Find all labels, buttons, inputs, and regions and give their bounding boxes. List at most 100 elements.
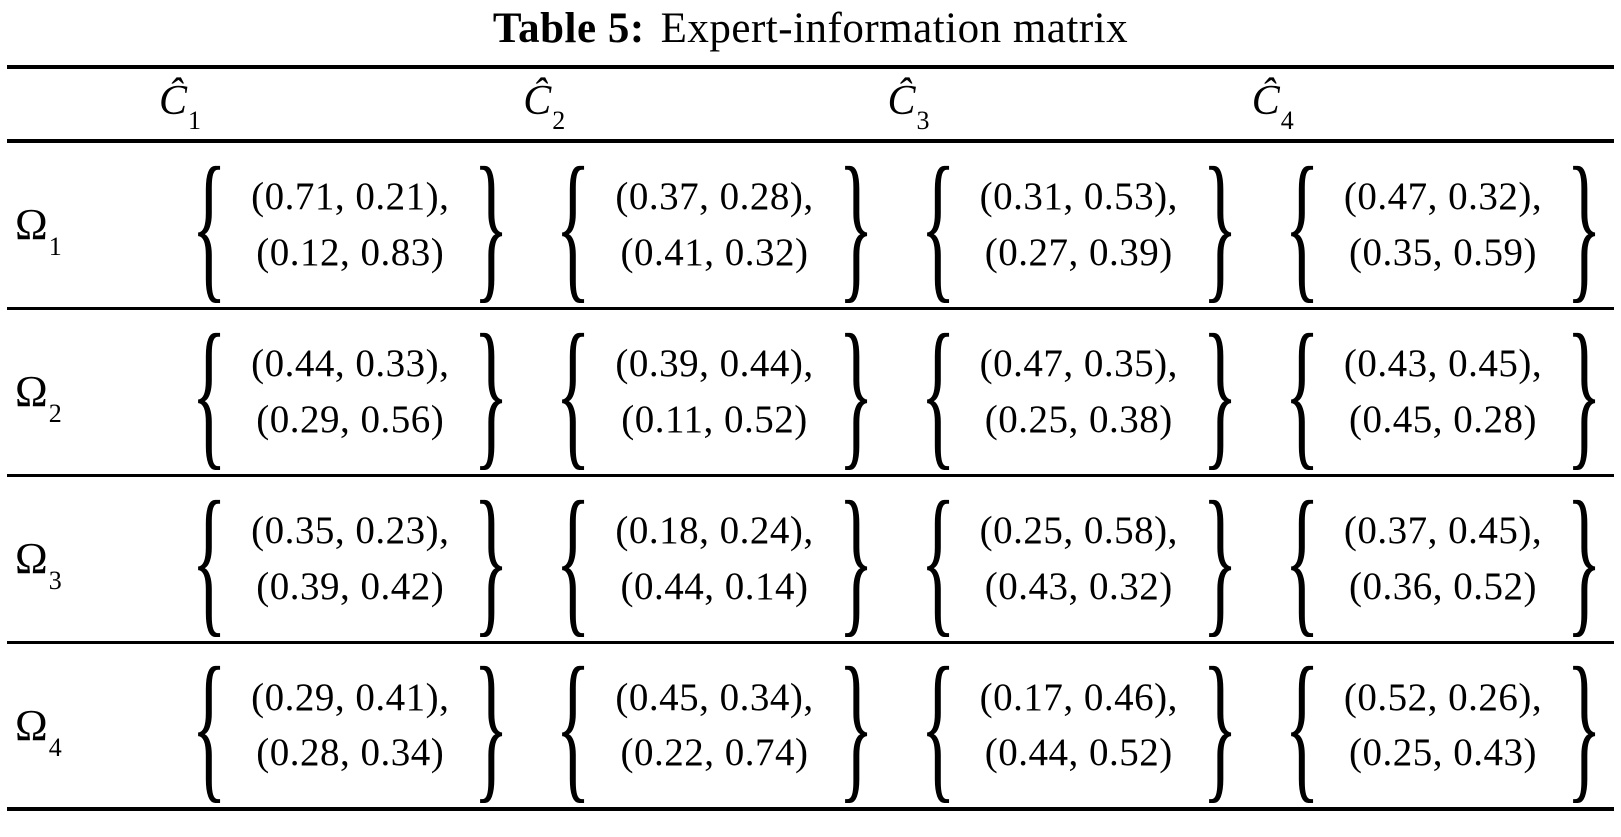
ifs-set: {(0.37, 0.45), (0.36, 0.52)} xyxy=(1284,466,1602,651)
pair-line: (0.37, 0.45), xyxy=(1343,509,1543,553)
c-hat-symbol: Ĉ xyxy=(1251,78,1280,124)
column-header-c2: Ĉ2 xyxy=(521,67,885,141)
pair-line: (0.36, 0.52) xyxy=(1349,564,1538,608)
matrix-cell-r3c4: {(0.37, 0.45), (0.36, 0.52)} xyxy=(1250,466,1614,651)
subscript: 4 xyxy=(1280,106,1294,136)
c-hat-symbol: Ĉ xyxy=(523,78,552,124)
pair-lines: (0.25, 0.58), (0.43, 0.32) xyxy=(980,503,1178,614)
pair-line: (0.29, 0.41), xyxy=(251,675,450,719)
matrix-cell-r3c2: {(0.18, 0.24), (0.44, 0.14)} xyxy=(521,466,885,651)
matrix-cell-r4c3: {(0.17, 0.46), (0.44, 0.52)} xyxy=(886,633,1250,818)
pair-line: (0.41, 0.32) xyxy=(620,230,809,274)
pair-line: (0.11, 0.52) xyxy=(621,397,808,441)
pair-line: (0.25, 0.43) xyxy=(1349,731,1538,775)
pair-lines: (0.47, 0.32), (0.35, 0.59) xyxy=(1344,169,1542,280)
ifs-set: {(0.25, 0.58), (0.43, 0.32)} xyxy=(919,466,1238,651)
ifs-set: {(0.18, 0.24), (0.44, 0.14)} xyxy=(555,466,874,651)
ifs-set: {(0.71, 0.21), (0.12, 0.83)} xyxy=(191,132,510,317)
pair-line: (0.47, 0.35), xyxy=(979,342,1178,386)
pair-lines: (0.39, 0.44), (0.11, 0.52) xyxy=(615,336,813,447)
pair-line: (0.17, 0.46), xyxy=(979,675,1178,719)
matrix-cell-r3c3: {(0.25, 0.58), (0.43, 0.32)} xyxy=(886,466,1250,651)
pair-lines: (0.45, 0.34), (0.22, 0.74) xyxy=(615,670,813,781)
subscript: 1 xyxy=(48,232,62,262)
matrix-cell-r1c4: {(0.47, 0.32), (0.35, 0.59)} xyxy=(1250,132,1614,317)
matrix-cell-r1c1: {(0.71, 0.21), (0.12, 0.83)} xyxy=(157,132,521,317)
pair-line: (0.44, 0.33), xyxy=(251,342,450,386)
pair-lines: (0.47, 0.35), (0.25, 0.38) xyxy=(980,336,1178,447)
pair-line: (0.25, 0.38) xyxy=(984,397,1173,441)
pair-line: (0.29, 0.56) xyxy=(256,397,445,441)
pair-line: (0.39, 0.42) xyxy=(256,564,445,608)
pair-line: (0.47, 0.32), xyxy=(1343,175,1543,219)
matrix-cell-r1c2: {(0.37, 0.28), (0.41, 0.32)} xyxy=(521,133,885,317)
pair-lines: (0.37, 0.45), (0.36, 0.52) xyxy=(1344,503,1542,614)
ifs-set: {(0.35, 0.23), (0.39, 0.42)} xyxy=(191,466,510,651)
row-header-omega4: Ω4 xyxy=(7,642,157,809)
ifs-set: {(0.52, 0.26), (0.25, 0.43)} xyxy=(1284,633,1602,818)
pair-lines: (0.52, 0.26), (0.25, 0.43) xyxy=(1344,670,1542,781)
table-caption: Table 5: Expert-information matrix xyxy=(0,0,1621,53)
pair-line: (0.35, 0.59) xyxy=(1349,230,1538,274)
omega-symbol: Ω xyxy=(15,200,48,250)
matrix-cell-r2c3: {(0.47, 0.35), (0.25, 0.38)} xyxy=(886,299,1250,484)
ifs-set: {(0.44, 0.33), (0.29, 0.56)} xyxy=(191,299,510,484)
table-number-label: Table 5: xyxy=(492,5,645,52)
subscript: 3 xyxy=(916,106,930,136)
ifs-set: {(0.47, 0.35), (0.25, 0.38)} xyxy=(919,299,1238,484)
c-hat-symbol: Ĉ xyxy=(159,78,188,124)
matrix-cell-r4c1: {(0.29, 0.41), (0.28, 0.34)} xyxy=(157,633,521,817)
pair-line: (0.43, 0.32) xyxy=(984,564,1173,608)
ifs-set: {(0.17, 0.46), (0.44, 0.52)} xyxy=(919,633,1238,818)
column-header-c4: Ĉ4 xyxy=(1250,67,1614,141)
pair-line: (0.71, 0.21), xyxy=(251,175,450,219)
pair-line: (0.28, 0.34) xyxy=(256,731,445,775)
matrix-cell-r1c3: {(0.31, 0.53), (0.27, 0.39)} xyxy=(886,132,1250,317)
ifs-set: {(0.43, 0.45), (0.45, 0.28)} xyxy=(1284,299,1602,484)
pair-line: (0.44, 0.52) xyxy=(984,731,1173,775)
ifs-set: {(0.31, 0.53), (0.27, 0.39)} xyxy=(919,132,1238,317)
pair-lines: (0.37, 0.28), (0.41, 0.32) xyxy=(615,169,813,280)
table-row-omega4: Ω4 {(0.29, 0.41), (0.28, 0.34)} {(0.45, 0… xyxy=(7,633,1614,818)
subscript: 2 xyxy=(552,106,566,136)
stub-header xyxy=(7,67,157,141)
subscript: 2 xyxy=(48,398,62,428)
pair-line: (0.44, 0.14) xyxy=(620,564,809,608)
pair-line: (0.25, 0.58), xyxy=(979,509,1178,553)
pair-line: (0.37, 0.28), xyxy=(615,175,814,219)
pair-line: (0.52, 0.26), xyxy=(1343,675,1543,719)
c-hat-symbol: Ĉ xyxy=(887,78,916,124)
pair-line: (0.27, 0.39) xyxy=(984,230,1173,274)
pair-lines: (0.71, 0.21), (0.12, 0.83) xyxy=(251,169,449,280)
table-title-text: Expert-information matrix xyxy=(660,5,1129,52)
pair-line: (0.45, 0.34), xyxy=(615,675,814,719)
pair-line: (0.39, 0.44), xyxy=(615,342,814,386)
pair-line: (0.12, 0.83) xyxy=(256,230,445,274)
pair-line: (0.22, 0.74) xyxy=(620,731,809,775)
row-header-omega1: Ω1 xyxy=(7,141,157,308)
matrix-cell-r4c4: {(0.52, 0.26), (0.25, 0.43)} xyxy=(1250,633,1614,818)
table-row-omega3: Ω3 {(0.35, 0.23), (0.39, 0.42)} {(0.18, 0… xyxy=(7,466,1614,651)
matrix-cell-r4c2: {(0.45, 0.34), (0.22, 0.74)} xyxy=(521,633,885,818)
pair-lines: (0.31, 0.53), (0.27, 0.39) xyxy=(980,169,1178,280)
ifs-set: {(0.39, 0.44), (0.11, 0.52)} xyxy=(555,299,874,484)
omega-symbol: Ω xyxy=(15,700,48,750)
column-header-c1: Ĉ1 xyxy=(157,67,521,141)
ifs-set: {(0.45, 0.34), (0.22, 0.74)} xyxy=(555,633,874,818)
pair-line: (0.31, 0.53), xyxy=(979,175,1178,219)
pair-lines: (0.17, 0.46), (0.44, 0.52) xyxy=(980,670,1178,781)
matrix-cell-r2c1: {(0.44, 0.33), (0.29, 0.56)} xyxy=(157,299,521,484)
matrix-cell-r2c4: {(0.43, 0.45), (0.45, 0.28)} xyxy=(1250,299,1614,484)
pair-line: (0.18, 0.24), xyxy=(615,509,814,553)
pair-line: (0.43, 0.45), xyxy=(1343,342,1543,386)
pair-lines: (0.35, 0.23), (0.39, 0.42) xyxy=(251,503,449,614)
header-row: Ĉ1 Ĉ2 Ĉ3 Ĉ4 xyxy=(7,67,1614,141)
ifs-set: {(0.47, 0.32), (0.35, 0.59)} xyxy=(1284,132,1602,317)
pair-lines: (0.44, 0.33), (0.29, 0.56) xyxy=(251,336,449,447)
pair-lines: (0.43, 0.45), (0.45, 0.28) xyxy=(1344,336,1542,447)
column-header-c3: Ĉ3 xyxy=(886,67,1250,141)
row-header-omega3: Ω3 xyxy=(7,475,157,642)
omega-symbol: Ω xyxy=(15,534,48,583)
row-header-omega2: Ω2 xyxy=(7,308,157,475)
pair-line: (0.45, 0.28) xyxy=(1349,397,1538,441)
